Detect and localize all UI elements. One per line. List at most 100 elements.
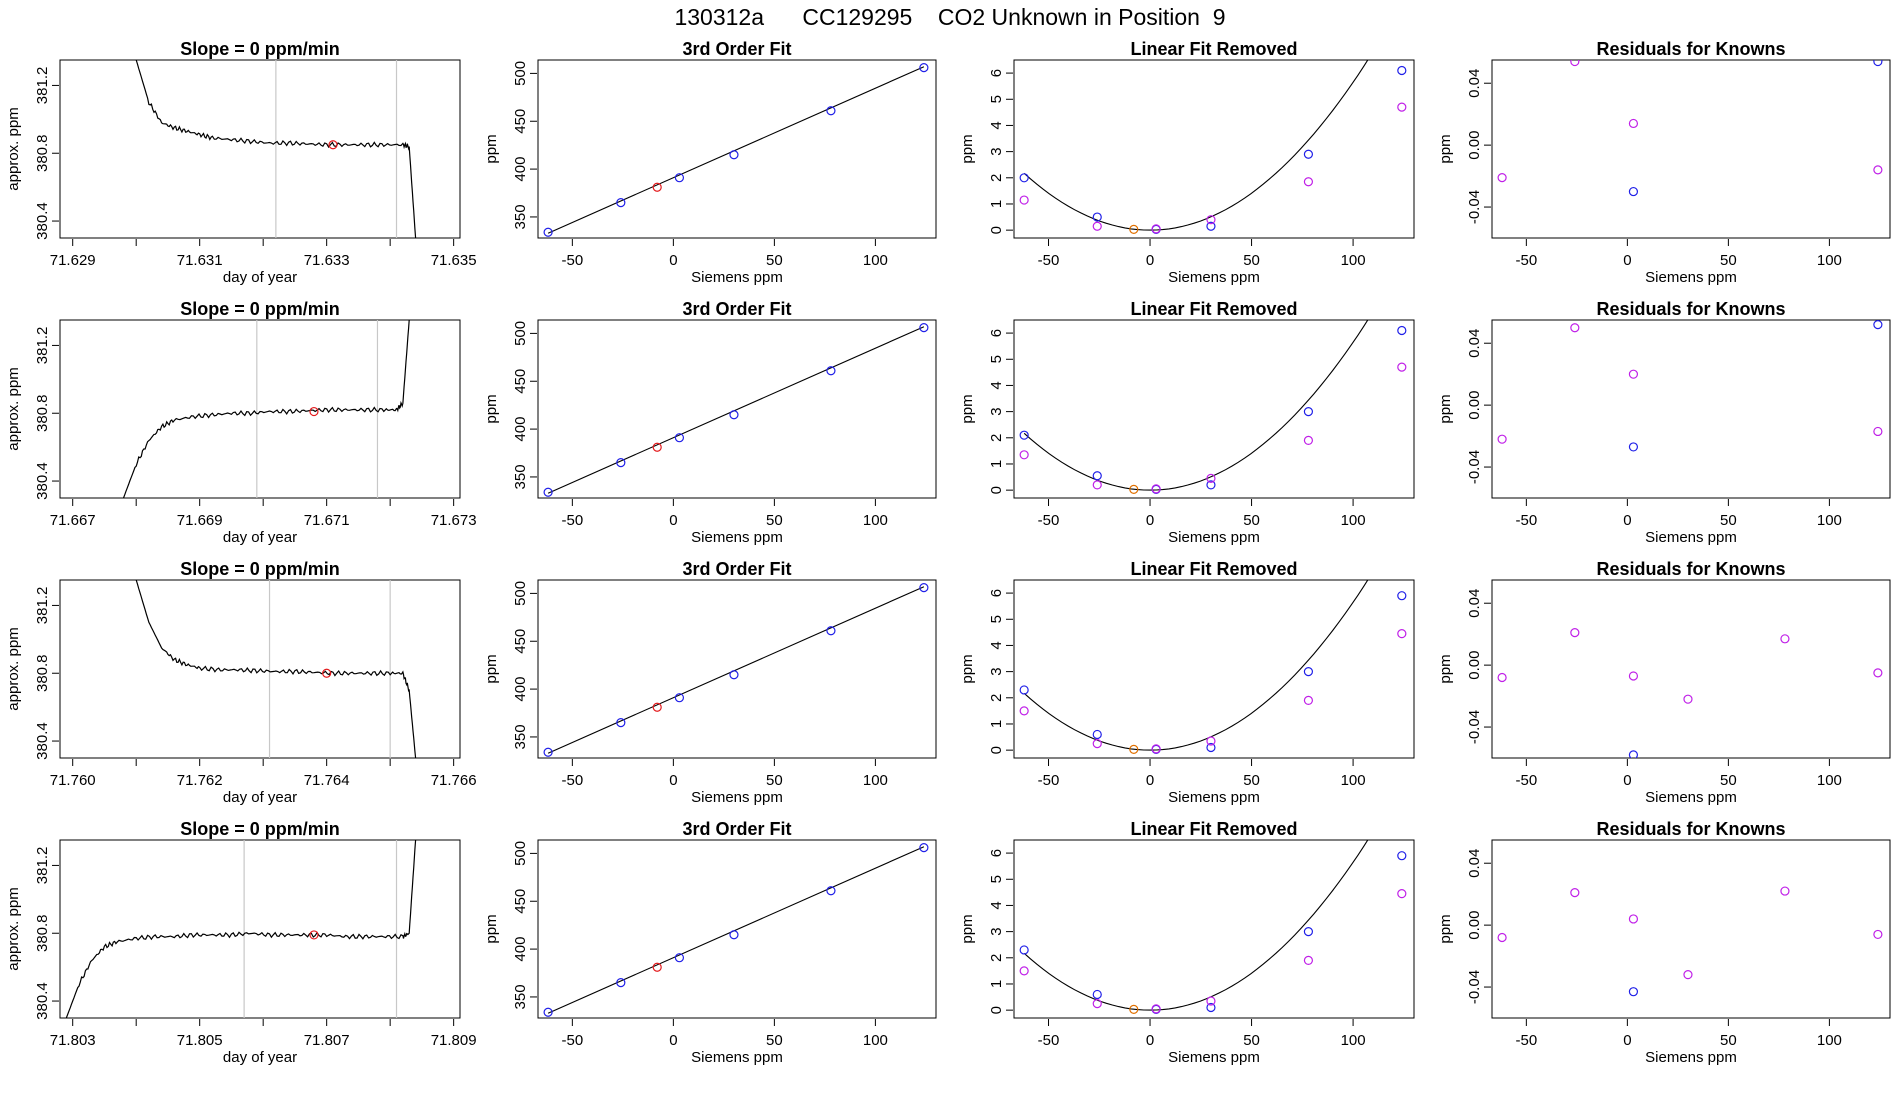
x-axis-label: day of year bbox=[223, 529, 297, 546]
panel-r3c4: Residuals for Knowns -50 0 50 100 -0.04 0.00 0.… bbox=[1437, 559, 1891, 806]
data-point bbox=[1397, 591, 1407, 601]
x-tick-label: 50 bbox=[1720, 772, 1737, 789]
data-point bbox=[1206, 473, 1216, 483]
panel-r3c2: 3rd Order Fit -50 0 50 100 350 400 450 500 Siemen… bbox=[483, 559, 937, 806]
panel-r1c4: Residuals for Knowns -50 0 50 100 -0.04 0.00 0.… bbox=[1437, 39, 1891, 286]
panel-title: 3rd Order Fit bbox=[682, 819, 791, 839]
x-tick-label: 71.673 bbox=[431, 512, 477, 529]
y-axis-label: ppm bbox=[483, 654, 500, 683]
data-point bbox=[919, 843, 929, 853]
data-point bbox=[919, 583, 929, 593]
panel-title: Residuals for Knowns bbox=[1596, 39, 1785, 59]
x-tick-label: 71.809 bbox=[431, 1032, 477, 1049]
data-point bbox=[1628, 987, 1639, 997]
x-tick-label: -50 bbox=[1516, 772, 1538, 789]
x-tick-label: 50 bbox=[1243, 1032, 1260, 1049]
data-point bbox=[1873, 929, 1883, 940]
y-axis-label: ppm bbox=[959, 134, 976, 163]
data-point bbox=[1206, 215, 1216, 225]
x-tick-label: -50 bbox=[1038, 512, 1060, 529]
x-tick-label: 71.635 bbox=[431, 252, 477, 269]
x-tick-label: 50 bbox=[1720, 512, 1737, 529]
fit-curve bbox=[1023, 60, 1369, 231]
panel-title: Residuals for Knowns bbox=[1596, 299, 1785, 319]
data-point bbox=[1092, 212, 1102, 222]
x-axis-label: Siemens ppm bbox=[691, 1049, 783, 1066]
data-point bbox=[729, 150, 739, 160]
y-axis-label: ppm bbox=[483, 134, 500, 163]
x-tick-label: -50 bbox=[562, 772, 584, 789]
data-point bbox=[652, 182, 662, 192]
y-tick-label: 500 bbox=[512, 581, 529, 606]
y-tick-label: -0.04 bbox=[1466, 450, 1483, 484]
plot-area bbox=[135, 60, 417, 238]
x-tick-label: 71.629 bbox=[50, 252, 96, 269]
plot-frame bbox=[537, 839, 937, 1019]
data-point bbox=[1019, 430, 1029, 440]
y-tick-label: 350 bbox=[512, 204, 529, 229]
data-point bbox=[1628, 671, 1639, 681]
data-point bbox=[729, 670, 739, 680]
data-point bbox=[1497, 932, 1507, 943]
x-tick-label: 71.762 bbox=[177, 772, 223, 789]
data-point bbox=[616, 197, 626, 208]
data-point bbox=[1628, 914, 1639, 924]
sample-marker bbox=[309, 930, 319, 940]
plot-area bbox=[543, 323, 929, 497]
y-tick-label: 400 bbox=[512, 677, 529, 702]
y-tick-label: 350 bbox=[512, 464, 529, 489]
x-tick-label: 100 bbox=[1817, 1032, 1842, 1049]
panel-title: Linear Fit Removed bbox=[1130, 39, 1297, 59]
fit-curve bbox=[1023, 840, 1369, 1011]
x-tick-label: 71.669 bbox=[177, 512, 223, 529]
x-tick-label: 100 bbox=[1817, 512, 1842, 529]
data-point bbox=[1019, 195, 1029, 205]
data-point bbox=[1628, 186, 1639, 197]
panel-r4c4: Residuals for Knowns -50 0 50 100 -0.04 0.00 0.… bbox=[1437, 819, 1891, 1066]
panel-title: Linear Fit Removed bbox=[1130, 819, 1297, 839]
data-point bbox=[826, 106, 836, 116]
panel-r2c2: 3rd Order Fit -50 0 50 100 350 400 450 500 Siemen… bbox=[483, 299, 937, 546]
x-axis-label: Siemens ppm bbox=[691, 789, 783, 806]
y-axis-label: approx. ppm bbox=[5, 367, 22, 450]
data-point bbox=[1780, 634, 1790, 644]
panel-r1c2: 3rd Order Fit -50 0 50 100 350 400 450 500 Siemen… bbox=[483, 39, 937, 286]
x-tick-label: 0 bbox=[1623, 772, 1631, 789]
data-point bbox=[674, 953, 685, 963]
data-point bbox=[616, 717, 626, 728]
y-tick-label: 0.00 bbox=[1466, 911, 1483, 940]
plot-area bbox=[1019, 840, 1407, 1014]
data-point bbox=[1129, 1004, 1139, 1014]
y-tick-label: 0.04 bbox=[1466, 69, 1483, 98]
plot-frame bbox=[1491, 319, 1891, 499]
data-point bbox=[1129, 484, 1139, 494]
data-point bbox=[1303, 149, 1314, 159]
x-tick-label: -50 bbox=[562, 252, 584, 269]
data-point bbox=[1397, 851, 1407, 861]
y-tick-label: 381.2 bbox=[34, 67, 51, 105]
y-axis-label: ppm bbox=[1437, 654, 1454, 683]
y-tick-label: 380.4 bbox=[34, 202, 51, 240]
x-tick-label: 0 bbox=[669, 772, 677, 789]
panel-title: Linear Fit Removed bbox=[1130, 299, 1297, 319]
y-tick-label: 450 bbox=[512, 889, 529, 914]
y-tick-label: 6 bbox=[988, 69, 1005, 77]
x-axis-label: Siemens ppm bbox=[1645, 1049, 1737, 1066]
data-point bbox=[1092, 989, 1102, 1000]
x-tick-label: 0 bbox=[1146, 1032, 1154, 1049]
panel-r4c2: 3rd Order Fit -50 0 50 100 350 400 450 500 Siemen… bbox=[483, 819, 937, 1066]
data-point bbox=[1397, 65, 1407, 76]
x-tick-label: 100 bbox=[863, 252, 888, 269]
fit-line bbox=[547, 66, 925, 234]
data-point bbox=[1873, 165, 1883, 175]
y-axis-label: ppm bbox=[1437, 394, 1454, 423]
data-point bbox=[543, 487, 553, 497]
figure-title: 130312a CC129295 CO2 Unknown in Position… bbox=[674, 4, 1226, 30]
data-point bbox=[1206, 221, 1216, 231]
data-point bbox=[1303, 927, 1314, 937]
plot-area bbox=[135, 580, 417, 758]
data-point bbox=[1873, 668, 1883, 678]
ppm-trace bbox=[65, 840, 417, 1018]
x-axis-label: Siemens ppm bbox=[1168, 789, 1260, 806]
data-point bbox=[1206, 480, 1216, 490]
